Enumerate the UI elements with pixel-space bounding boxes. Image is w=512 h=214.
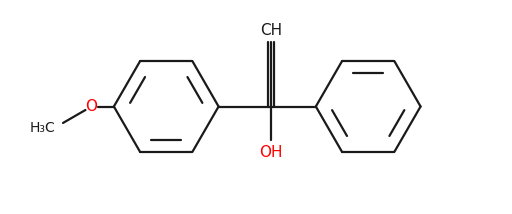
Text: OH: OH	[259, 145, 283, 160]
Text: O: O	[86, 99, 97, 114]
Text: H₃C: H₃C	[29, 121, 55, 135]
Text: CH: CH	[260, 23, 282, 38]
